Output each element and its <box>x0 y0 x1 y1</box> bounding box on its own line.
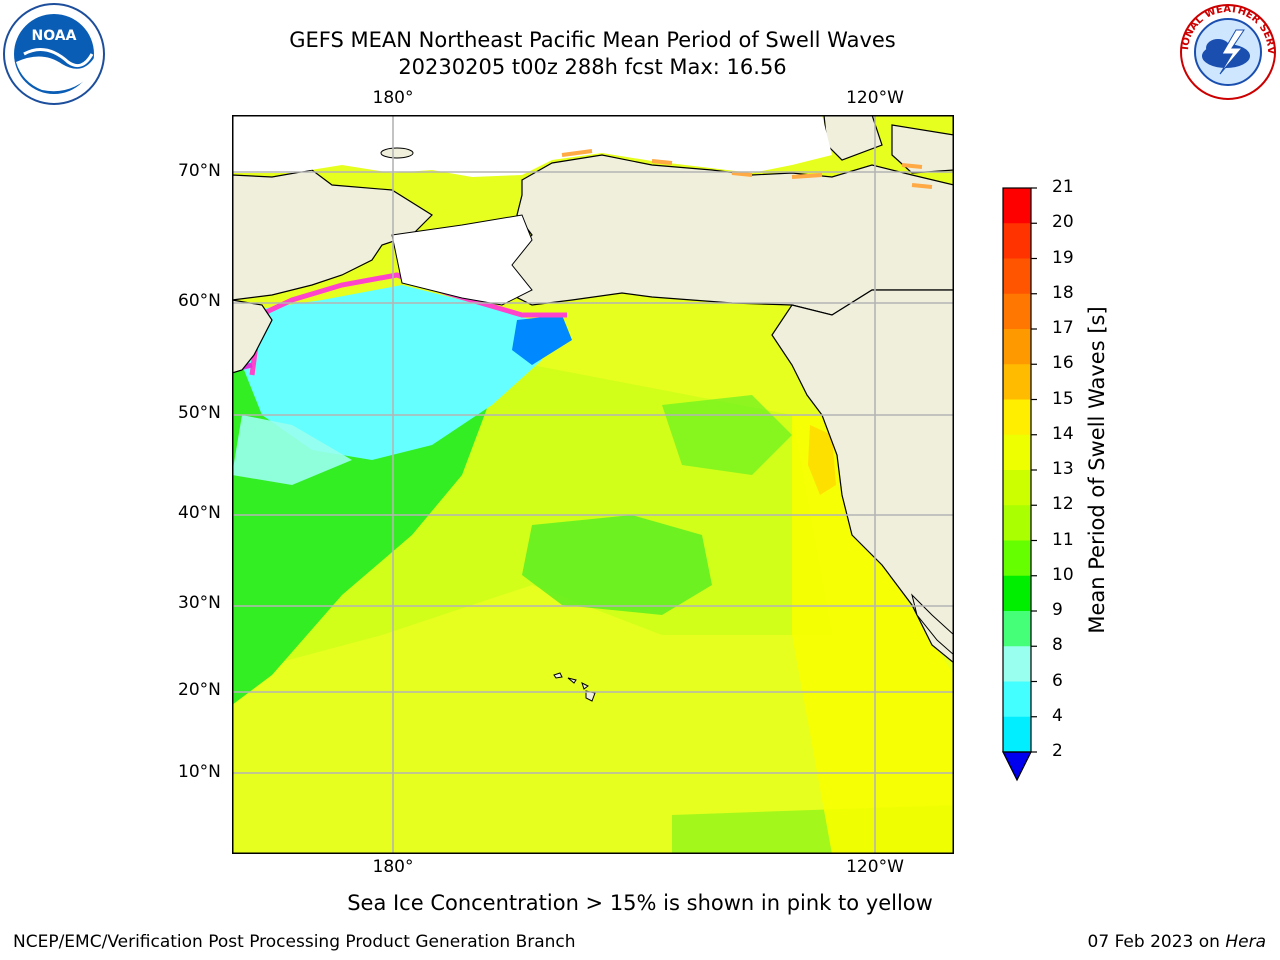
chart-subtitle: 20230205 t00z 288h fcst Max: 16.56 <box>398 55 787 79</box>
colorbar-segment <box>1003 505 1031 541</box>
lat-label-30n: 30°N <box>178 593 221 613</box>
colorbar-segment <box>1003 329 1031 365</box>
colorbar-segment <box>1003 716 1031 753</box>
lat-label-10n: 10°N <box>178 762 221 782</box>
colorbar-segment <box>1003 399 1031 436</box>
land-baja <box>911 593 954 656</box>
colorbar-axis-label: Mean Period of Swell Waves [s] <box>1085 306 1109 634</box>
colorbar-segment <box>1003 611 1031 647</box>
colorbar-segment <box>1003 470 1031 506</box>
lon-label-top-180: 180° <box>372 88 414 108</box>
coastal-ice-marks <box>561 149 933 189</box>
colorbar-tick-label: 15 <box>1052 388 1074 409</box>
lat-label-60n: 60°N <box>178 291 221 311</box>
colorbar-segment <box>1003 223 1031 259</box>
colorbar <box>1002 187 1037 782</box>
graticule <box>232 115 954 854</box>
footer-date: 07 Feb 2023 on <box>1087 932 1226 952</box>
nws-logo-icon: NATIONAL WEATHER SERVICE <box>1176 2 1276 100</box>
lon-label-top-120w: 120°W <box>846 88 904 108</box>
colorbar-tick-label: 14 <box>1052 423 1074 444</box>
ocean-green-patch <box>522 515 712 615</box>
colorbar-tick-label: 11 <box>1052 529 1074 550</box>
colorbar-tick-label: 4 <box>1052 705 1063 726</box>
lat-label-20n: 20°N <box>178 680 221 700</box>
colorbar-tick-label: 17 <box>1052 318 1074 338</box>
ocean-blue-patch <box>512 315 572 365</box>
colorbar-tick-label: 19 <box>1052 247 1074 268</box>
colorbar-tick-label: 16 <box>1052 353 1074 374</box>
land-north-america <box>771 289 954 664</box>
colorbar-segment <box>1003 646 1031 682</box>
sea-ice-white-north <box>232 115 832 177</box>
lat-label-40n: 40°N <box>178 503 221 523</box>
map-frame <box>232 115 954 854</box>
land-kamchatka <box>232 299 273 374</box>
colorbar-tick-label: 12 <box>1052 494 1074 515</box>
colorbar-tick-label: 21 <box>1052 177 1074 197</box>
colorbar-tick-label: 8 <box>1052 635 1063 656</box>
colorbar-tick-label: 10 <box>1052 564 1074 585</box>
lat-label-70n: 70°N <box>178 161 221 181</box>
ocean-high-period-coast <box>792 415 954 854</box>
colorbar-segment <box>1003 293 1031 330</box>
sea-ice-white <box>391 214 533 306</box>
colorbar-segment <box>1003 540 1031 577</box>
footer-right: 07 Feb 2023 on Hera <box>1088 932 1266 952</box>
ocean-cyan-region <box>242 285 542 460</box>
colorbar-segment <box>1003 681 1031 718</box>
colorbar-segment <box>1003 364 1031 400</box>
map-panel[interactable] <box>232 115 954 854</box>
footer-left: NCEP/EMC/Verification Post Processing Pr… <box>13 932 576 952</box>
footer-machine: Hera <box>1225 932 1266 952</box>
land-hawaii <box>553 672 596 702</box>
chart-title: GEFS MEAN Northeast Pacific Mean Period … <box>289 28 896 52</box>
colorbar-tick-label: 9 <box>1052 600 1063 620</box>
colorbar-segment <box>1003 188 1031 224</box>
colorbar-tick-label: 2 <box>1052 741 1063 761</box>
colorbar-segment <box>1003 258 1031 295</box>
sea-ice-note: Sea Ice Concentration > 15% is shown in … <box>347 891 933 915</box>
lon-label-bottom-120w: 120°W <box>846 857 904 877</box>
colorbar-extend-triangle <box>1002 751 1032 782</box>
lat-label-50n: 50°N <box>178 403 221 423</box>
colorbar-tick-label: 13 <box>1052 459 1074 479</box>
colorbar-segment <box>1003 575 1031 612</box>
ocean-lightcyan-region <box>232 415 352 485</box>
noaa-logo-icon: NOAA <box>3 3 105 105</box>
ocean-orange-spot <box>808 425 836 495</box>
colorbar-segment <box>1003 434 1031 471</box>
colorbar-tick-label: 6 <box>1052 670 1063 691</box>
land-st-lawrence-island <box>380 147 414 159</box>
colorbar-tick-label: 18 <box>1052 282 1074 303</box>
noaa-logo-text: NOAA <box>32 28 77 44</box>
lon-label-bottom-180: 180° <box>372 857 414 877</box>
colorbar-tick-label: 20 <box>1052 212 1074 233</box>
